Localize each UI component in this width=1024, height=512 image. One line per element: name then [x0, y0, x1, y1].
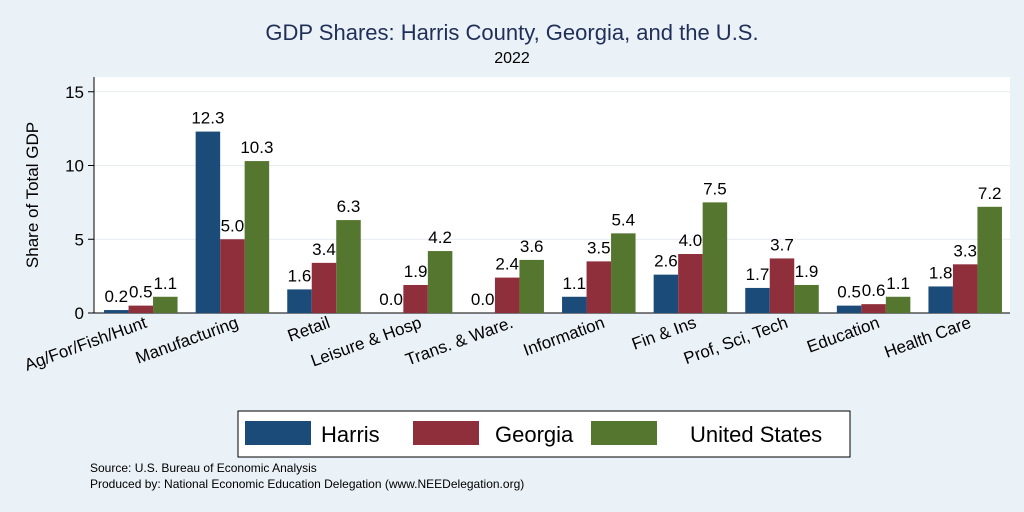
legend-swatch: [591, 421, 657, 445]
bar-georgia: [128, 305, 154, 313]
bar-united-states: [153, 296, 178, 313]
data-label: 10.3: [240, 138, 273, 157]
data-label: 7.5: [703, 179, 727, 198]
bar-georgia: [220, 239, 245, 313]
data-label: 0.5: [129, 283, 153, 302]
x-tick-label: Education: [804, 313, 882, 357]
bar-united-states: [885, 296, 911, 313]
bar-georgia: [769, 258, 795, 313]
data-label: 12.3: [191, 109, 224, 128]
bar-georgia: [861, 304, 886, 313]
bar-united-states: [427, 251, 453, 313]
bar-georgia: [952, 264, 978, 313]
bar-harris: [836, 305, 862, 313]
data-label: 1.9: [795, 262, 819, 281]
bar-georgia: [586, 261, 612, 313]
bar-united-states: [336, 220, 361, 313]
legend-label: United States: [690, 422, 822, 447]
bar-harris: [745, 287, 770, 313]
data-label: 6.3: [337, 197, 361, 216]
bar-united-states: [519, 259, 544, 313]
data-label: 0.0: [471, 290, 495, 309]
bar-harris: [287, 289, 312, 313]
data-label: 1.1: [886, 274, 910, 293]
bar-harris: [653, 274, 679, 313]
bar-harris: [562, 296, 587, 313]
legend-label: Georgia: [495, 422, 574, 447]
y-tick-label: 0: [75, 304, 84, 323]
bar-georgia: [311, 262, 337, 313]
data-label: 0.5: [837, 283, 861, 302]
data-label: 3.7: [770, 235, 794, 254]
data-label: 5.4: [611, 210, 635, 229]
legend-swatch: [245, 421, 311, 445]
legend-swatch: [413, 421, 479, 445]
bar-harris: [928, 286, 953, 313]
x-tick-label: Ag/For/Fish/Hunt: [22, 313, 149, 375]
data-label: 7.2: [978, 184, 1002, 203]
data-label: 1.8: [929, 263, 953, 282]
bar-united-states: [244, 161, 270, 313]
bar-united-states: [794, 284, 819, 313]
data-label: 5.0: [221, 216, 245, 235]
data-label: 2.6: [654, 252, 678, 271]
data-label: 1.7: [746, 265, 770, 284]
data-label: 0.0: [379, 290, 403, 309]
bar-georgia: [403, 284, 428, 313]
x-tick-label: Information: [521, 313, 607, 360]
data-label: 1.6: [288, 266, 312, 285]
y-tick-label: 10: [65, 157, 84, 176]
data-label: 3.4: [312, 240, 336, 259]
data-label: 4.0: [679, 231, 703, 250]
data-label: 3.6: [520, 237, 544, 256]
x-tick-label: Health Care: [882, 313, 974, 362]
data-label: 2.4: [495, 255, 519, 274]
chart-title: GDP Shares: Harris County, Georgia, and …: [265, 20, 759, 45]
legend-label: Harris: [321, 422, 380, 447]
bar-harris: [104, 310, 129, 313]
data-label: 1.9: [404, 262, 428, 281]
bar-united-states: [702, 202, 728, 313]
data-label: 3.5: [587, 238, 611, 257]
x-tick-label: Retail: [285, 313, 332, 346]
bar-united-states: [611, 233, 636, 313]
bar-georgia: [494, 277, 520, 313]
x-tick-label: Prof, Sci, Tech: [681, 313, 790, 368]
data-label: 0.2: [104, 287, 128, 306]
data-label: 1.1: [562, 274, 586, 293]
data-label: 4.2: [428, 228, 452, 247]
y-tick-label: 15: [65, 83, 84, 102]
source-note: Source: U.S. Bureau of Economic Analysis: [90, 461, 317, 475]
produced-by-note: Produced by: National Economic Education…: [90, 477, 525, 491]
legend: [237, 410, 851, 458]
y-axis-label: Share of Total GDP: [23, 122, 42, 268]
data-label: 1.1: [153, 274, 177, 293]
bar-harris: [195, 131, 221, 313]
bar-georgia: [678, 254, 703, 313]
data-label: 3.3: [953, 241, 977, 260]
y-tick-label: 5: [75, 230, 84, 249]
data-label: 0.6: [862, 281, 886, 300]
bar-united-states: [977, 206, 1002, 313]
x-tick-label: Manufacturing: [133, 313, 241, 368]
chart-subtitle: 2022: [494, 50, 530, 67]
